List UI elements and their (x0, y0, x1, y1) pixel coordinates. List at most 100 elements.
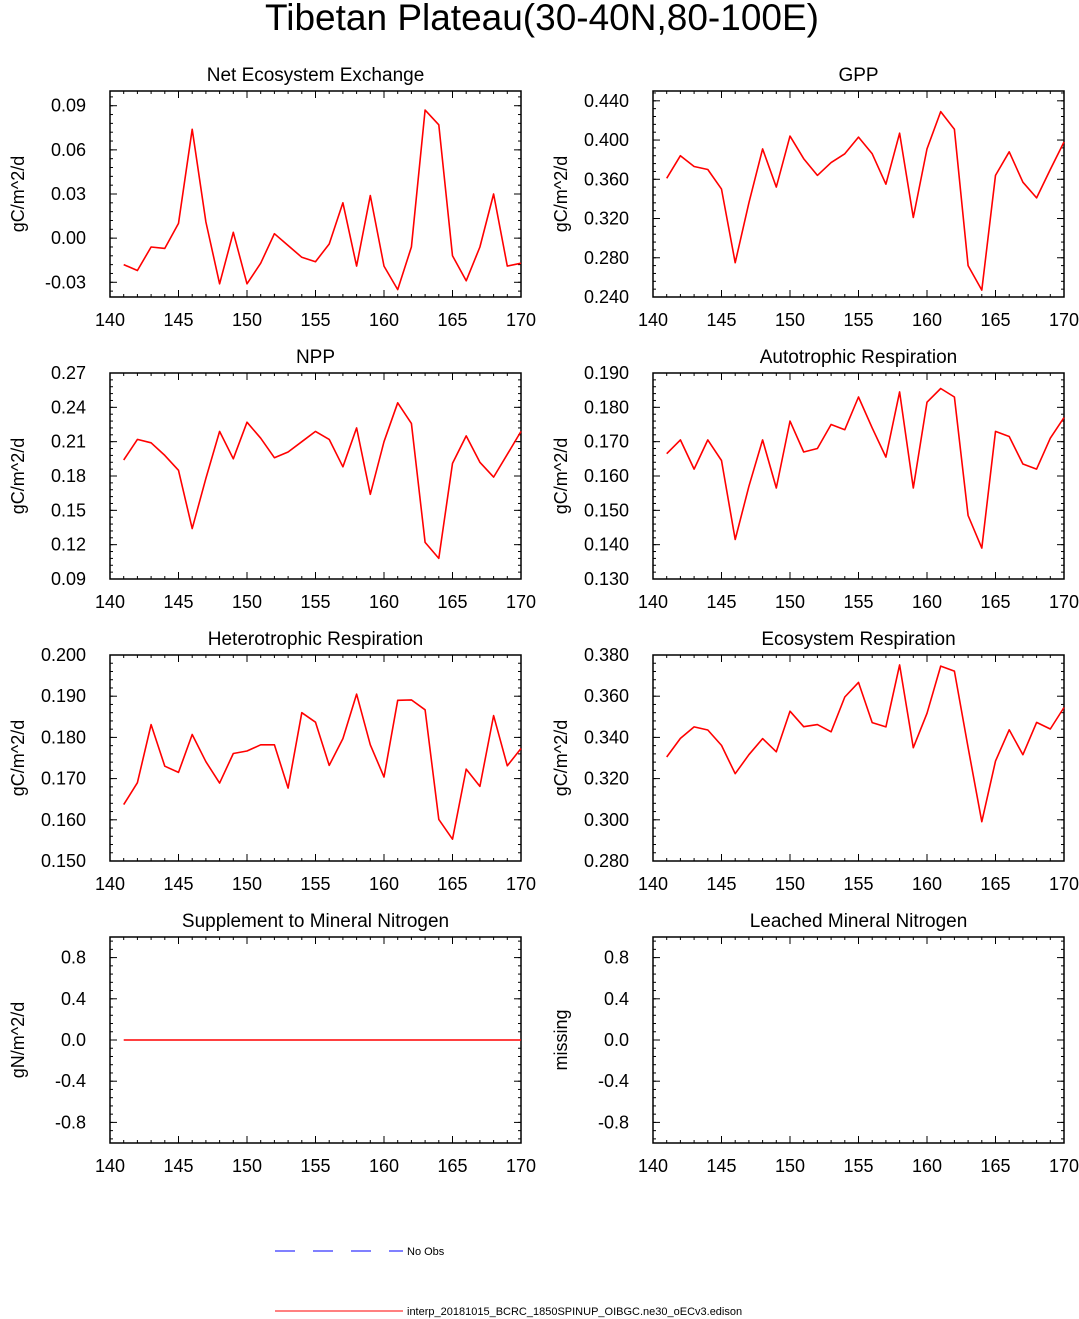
x-tick-label: 170 (1049, 592, 1079, 612)
x-tick-label: 165 (437, 310, 467, 330)
y-tick-label: 0.4 (61, 989, 86, 1009)
panel-1: Net Ecosystem Exchange gC/m^2/d 140 145 150 1… (8, 65, 536, 330)
panel-title: Autotrophic Respiration (760, 347, 958, 368)
x-tick-label: 140 (638, 310, 668, 330)
panel-title: NPP (296, 347, 335, 368)
y-tick-label: 0.09 (51, 96, 86, 116)
x-tick-label: 160 (912, 874, 942, 894)
x-tick-label: 145 (706, 1156, 736, 1176)
y-tick-label: 0.150 (584, 500, 629, 520)
plot-frame (652, 654, 1065, 862)
y-axis-label: gC/m^2/d (551, 720, 571, 796)
x-tick-label: 160 (369, 592, 399, 612)
panel-title: Net Ecosystem Exchange (207, 65, 425, 86)
y-tick-label: 0.340 (584, 727, 629, 747)
x-tick-label: 160 (369, 1156, 399, 1176)
panels: Net Ecosystem Exchange gC/m^2/d 140 145 150 1… (8, 65, 1079, 1176)
x-tick-label: 170 (506, 1156, 536, 1176)
x-tick-label: 150 (775, 874, 805, 894)
panel-title: Leached Mineral Nitrogen (750, 911, 968, 932)
x-tick-label: 150 (232, 1156, 262, 1176)
y-tick-label: 0.320 (584, 209, 629, 229)
legend-obs-label: No Obs (407, 1246, 445, 1258)
plot-frame (652, 372, 1065, 580)
figure-title: Tibetan Plateau(30-40N,80-100E) (265, 0, 819, 38)
x-tick-label: 140 (95, 310, 125, 330)
plot-frame (109, 654, 522, 862)
x-tick-label: 165 (980, 592, 1010, 612)
x-tick-label: 150 (232, 874, 262, 894)
y-tick-label: 0.8 (61, 948, 86, 968)
x-tick-label: 145 (163, 592, 193, 612)
series-line (666, 664, 1065, 823)
panel-4: Autotrophic Respiration gC/m^2/d 140 145 150… (551, 347, 1079, 612)
y-axis-label: gC/m^2/d (551, 438, 571, 514)
panel-6: Ecosystem Respiration gC/m^2/d 140 145 150 15… (551, 629, 1079, 894)
y-tick-label: 0.140 (584, 535, 629, 555)
y-axis-label: gC/m^2/d (8, 438, 28, 514)
x-tick-label: 160 (912, 310, 942, 330)
x-tick-label: 145 (706, 874, 736, 894)
series-line (666, 387, 1065, 549)
x-tick-label: 145 (163, 310, 193, 330)
x-tick-label: 155 (300, 874, 330, 894)
y-tick-label: 0.150 (41, 851, 86, 871)
y-tick-label: 0.27 (51, 363, 86, 383)
x-tick-label: 165 (437, 1156, 467, 1176)
x-tick-label: 155 (843, 592, 873, 612)
panel-3: NPP gC/m^2/d 140 145 150 155 160 165 170 0.09 0.12… (8, 347, 536, 612)
y-tick-label: 0.380 (584, 645, 629, 665)
x-tick-label: 155 (300, 310, 330, 330)
x-tick-label: 155 (843, 874, 873, 894)
y-tick-label: 0.18 (51, 466, 86, 486)
x-tick-label: 165 (980, 1156, 1010, 1176)
panel-title: Supplement to Mineral Nitrogen (182, 911, 449, 932)
x-tick-label: 155 (300, 1156, 330, 1176)
y-tick-label: 0.400 (584, 130, 629, 150)
series-line (123, 109, 522, 291)
y-axis-label: gN/m^2/d (8, 1002, 28, 1078)
x-tick-label: 140 (638, 592, 668, 612)
x-tick-label: 145 (706, 592, 736, 612)
x-tick-label: 145 (163, 874, 193, 894)
x-tick-label: 140 (95, 592, 125, 612)
y-tick-label: 0.09 (51, 569, 86, 589)
x-tick-label: 150 (775, 1156, 805, 1176)
x-tick-label: 150 (232, 310, 262, 330)
x-tick-label: 155 (843, 1156, 873, 1176)
y-axis-label: gC/m^2/d (551, 156, 571, 232)
x-tick-label: 165 (980, 874, 1010, 894)
y-tick-label: 0.240 (584, 287, 629, 307)
y-tick-label: 0.00 (51, 228, 86, 248)
panel-7: Supplement to Mineral Nitrogen gN/m^2/d 14… (8, 911, 536, 1176)
x-tick-label: 160 (369, 874, 399, 894)
x-tick-label: 145 (706, 310, 736, 330)
y-tick-label: 0.0 (604, 1030, 629, 1050)
y-tick-label: -0.8 (55, 1112, 86, 1132)
y-tick-label: 0.320 (584, 769, 629, 789)
y-tick-label: 0.15 (51, 500, 86, 520)
y-tick-label: -0.4 (55, 1071, 86, 1091)
x-tick-label: 150 (232, 592, 262, 612)
y-tick-label: 0.300 (584, 810, 629, 830)
x-tick-label: 165 (980, 310, 1010, 330)
y-tick-label: 0.190 (584, 363, 629, 383)
y-tick-label: 0.12 (51, 535, 86, 555)
x-tick-label: 140 (95, 874, 125, 894)
y-tick-label: 0.440 (584, 91, 629, 111)
series-line (123, 693, 522, 841)
x-tick-label: 140 (638, 874, 668, 894)
legend: No Obs interp_20181015_BCRC_1850SPINUP_O… (275, 1246, 742, 1318)
x-tick-label: 170 (506, 310, 536, 330)
plot-frame (109, 372, 522, 580)
y-tick-label: 0.280 (584, 248, 629, 268)
panel-title: Heterotrophic Respiration (208, 629, 423, 650)
y-tick-label: -0.03 (45, 272, 86, 292)
x-tick-label: 165 (437, 874, 467, 894)
panel-2: GPP gC/m^2/d 140 145 150 155 160 165 170 0.240 0.2… (551, 65, 1079, 330)
x-tick-label: 150 (775, 592, 805, 612)
x-tick-label: 155 (300, 592, 330, 612)
x-tick-label: 160 (912, 1156, 942, 1176)
panel-title: Ecosystem Respiration (761, 629, 955, 650)
